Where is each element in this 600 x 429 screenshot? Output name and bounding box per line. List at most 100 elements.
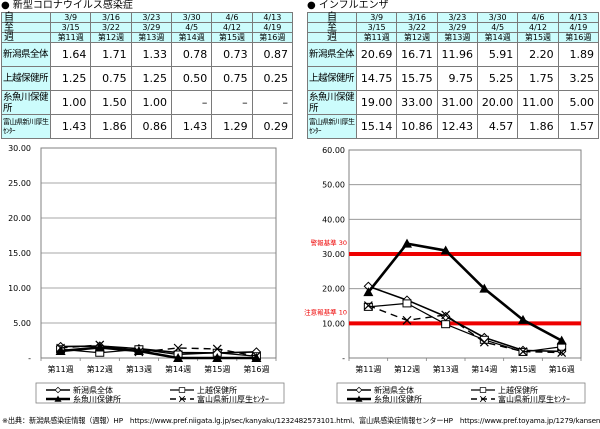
value-cell: 0.75 [90,66,132,91]
series-3 [56,340,261,361]
y-tick-label: 15.00 [8,249,31,258]
y-tick-label: 30.00 [322,250,345,259]
x-marker-icon [479,337,489,347]
x-marker-icon [402,315,412,325]
value-cell: 0.87 [251,42,294,67]
value-cell: 16.71 [396,42,438,67]
legend-item: 上越保健所 [471,385,538,395]
x-marker-icon [56,343,66,353]
row-label: 上越保健所 [1,66,51,91]
value-cell: 1.29 [211,114,253,139]
triangle-marker-icon [479,283,490,293]
legend-label: 糸魚川保健所 [374,394,422,404]
x-marker-icon [173,343,183,353]
legend-item: 糸魚川保健所 [347,394,422,404]
value-cell: 1.64 [49,42,92,67]
legend-label: 上越保健所 [498,385,538,395]
series-3 [363,301,567,357]
value-cell: 1.86 [517,114,559,139]
series-2 [363,238,567,345]
influenza-title: ● インフルエンザ [307,0,389,11]
legend-item: 富山県新川厚生ｾﾝﾀｰ [170,394,269,404]
table-row: 富山県新川厚生ｾﾝﾀｰ 15.14 10.86 12.43 4.57 1.86 … [307,114,600,139]
triangle-marker-icon [402,238,412,248]
source-footer: ※出典：新潟県感染症情報（週報）HP https://www.pref.niig… [2,416,600,425]
x-marker-icon [134,347,144,357]
legend-item: 富山県新川厚生ｾﾝﾀｰ [471,394,570,404]
value-cell: 12.43 [436,114,478,139]
triangle-marker-icon [55,346,66,355]
covid-table: 自 3/9 3/16 3/23 3/30 4/6 4/13 至 3/15 3/2… [1,12,294,139]
from-row: 自 3/9 3/16 3/23 3/30 4/6 4/13 [1,12,294,23]
triangle-marker-icon [54,395,62,402]
value-cell: 11.96 [436,42,478,67]
square-marker-icon [441,320,451,329]
triangle-marker-icon [363,287,374,297]
triangle-marker-icon [212,353,223,362]
series-2 [55,342,262,362]
legend-item: 新潟県全体 [347,385,414,395]
value-cell: 33.00 [396,90,438,115]
triangle-marker-icon [518,314,528,324]
triangle-marker-icon [440,245,451,255]
row-label: 上越保健所 [307,66,357,91]
y-tick-label: 5.00 [13,319,31,328]
x-tick-label: 第12週 [87,364,113,374]
to-row: 至 3/15 3/22 3/29 4/5 4/12 4/19 [1,22,294,33]
value-cell: 1.89 [557,42,600,67]
value-cell: 1.00 [130,90,172,115]
x-marker-icon [95,340,105,350]
legend-box [336,382,586,404]
x-marker-icon [178,395,186,403]
triangle-marker-icon [173,353,184,362]
x-marker-icon [518,347,528,356]
triangle-marker-icon [133,346,144,355]
x-marker-icon [557,348,567,357]
influenza-table: 自 3/9 3/16 3/23 3/30 4/6 4/13 至 3/15 3/2… [307,12,600,139]
x-tick-label: 第16週 [243,364,269,374]
value-cell: 0.75 [211,66,253,91]
legend-item: 新潟県全体 [46,385,113,395]
value-cell: 0.86 [130,114,172,139]
legend-label: 新潟県全体 [374,385,414,395]
influenza-line-chart: - 10.00 20.00 30.00 40.00 50.00 60.00 第11週 第12週 第… [304,146,586,404]
y-tick-label: 25.00 [8,179,31,188]
row-label: 新潟県全体 [1,42,51,67]
table-row: 新潟県全体 1.64 1.71 1.33 0.78 0.73 0.87 [1,42,294,67]
triangle-marker-icon [251,353,262,362]
threshold-label: 警報基準 30 [311,238,347,247]
x-tick-label: 第13週 [433,364,459,374]
table-row: 糸魚川保健所 19.00 33.00 31.00 20.00 11.00 5.0… [307,90,600,115]
covid-title: ● 新型コロナウイルス感染症 [1,0,133,11]
value-cell: 5.00 [557,90,600,115]
legend-label: 糸魚川保健所 [73,394,121,404]
value-cell: 1.00 [49,90,92,115]
table-row: 糸魚川保健所 1.00 1.50 1.00 – – – [1,90,294,115]
x-marker-icon [212,344,222,354]
value-cell: 0.78 [170,42,213,67]
covid-line-chart: - 5.00 10.00 15.00 20.00 25.00 30.00 第11週 第12週 第1… [8,144,285,404]
y-tick-label: - [28,354,31,363]
x-tick-label: 第12週 [394,364,420,374]
legend-label: 富山県新川厚生ｾﾝﾀｰ [197,394,269,404]
value-cell: 15.75 [396,66,438,91]
value-cell: 3.25 [557,66,600,91]
value-cell: 31.00 [436,90,478,115]
x-tick-label: 第14週 [471,364,497,374]
diamond-marker-icon [355,386,363,394]
legend-label: 富山県新川厚生ｾﾝﾀｰ [498,394,570,404]
value-cell: 1.71 [90,42,132,67]
x-tick-label: 第13週 [126,364,152,374]
influenza-panel: ● インフルエンザ 自 3/9 3/16 3/23 3/30 4/6 4/13 … [307,0,600,139]
y-tick-label: 60.00 [322,146,345,155]
value-cell: 11.00 [517,90,559,115]
x-marker-icon [441,310,451,320]
value-cell: 15.14 [355,114,398,139]
legend-box [35,382,285,404]
triangle-marker-icon [556,335,567,345]
x-marker-icon [251,351,261,361]
x-tick-label: 第16週 [549,364,575,374]
value-cell: 1.43 [170,114,213,139]
value-cell: 1.57 [557,114,600,139]
y-tick-label: 40.00 [322,215,345,224]
